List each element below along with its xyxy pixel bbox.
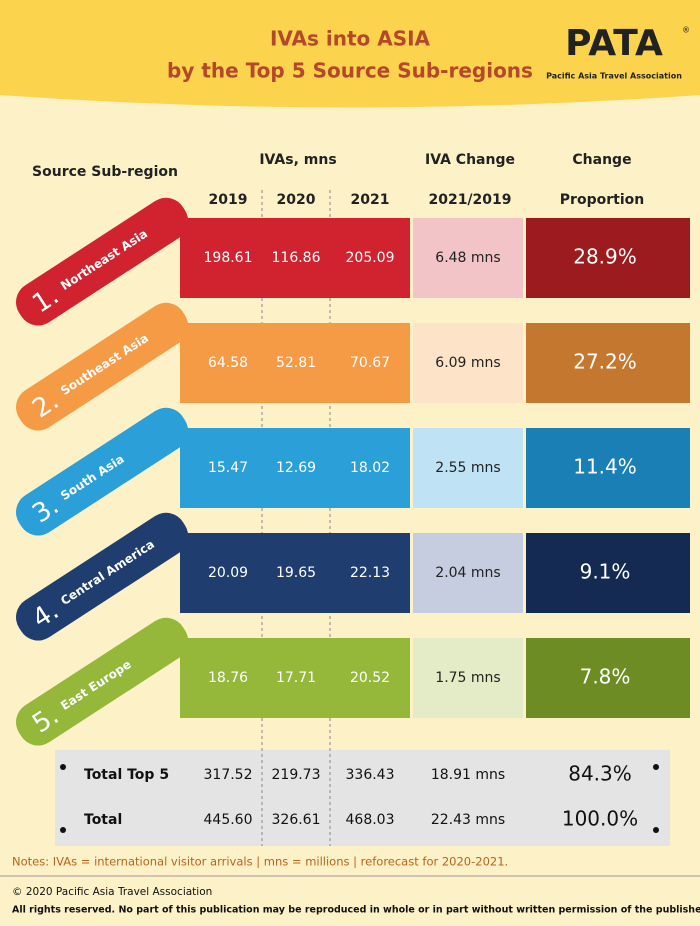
value: 18.02 bbox=[350, 460, 390, 476]
row-change bbox=[413, 638, 523, 718]
value: 64.58 bbox=[208, 355, 248, 371]
column-header: 2021/2019 bbox=[428, 192, 511, 208]
total-value: 468.03 bbox=[346, 812, 395, 828]
row-proportion bbox=[526, 323, 690, 403]
column-header: IVAs, mns bbox=[259, 152, 336, 168]
total-label: Total Top 5 bbox=[84, 767, 169, 783]
value: 18.76 bbox=[208, 670, 248, 686]
column-header: Proportion bbox=[560, 192, 644, 208]
dot bbox=[60, 764, 66, 770]
dot bbox=[60, 827, 66, 833]
title-line: IVAs into ASIA bbox=[270, 27, 431, 51]
row-change bbox=[413, 533, 523, 613]
row-proportion bbox=[526, 638, 690, 718]
value: 20.52 bbox=[350, 670, 390, 686]
change: 6.09 mns bbox=[435, 355, 500, 371]
column-header: 2020 bbox=[277, 192, 316, 208]
total-value: 317.52 bbox=[204, 767, 253, 783]
total-value: 445.60 bbox=[204, 812, 253, 828]
title-line: by the Top 5 Source Sub-regions bbox=[167, 59, 533, 83]
column-header: Source Sub-region bbox=[32, 164, 178, 180]
row-main bbox=[180, 428, 410, 508]
proportion: 27.2% bbox=[573, 350, 637, 374]
row-main bbox=[180, 533, 410, 613]
row-main bbox=[180, 638, 410, 718]
row-main bbox=[180, 323, 410, 403]
value: 116.86 bbox=[272, 250, 321, 266]
column-header: Change bbox=[572, 152, 631, 168]
value: 205.09 bbox=[346, 250, 395, 266]
logo-mark: ® bbox=[682, 26, 690, 35]
value: 15.47 bbox=[208, 460, 248, 476]
value: 19.65 bbox=[276, 565, 316, 581]
total-change: 22.43 mns bbox=[431, 812, 505, 828]
row-change bbox=[413, 218, 523, 298]
value: 17.71 bbox=[276, 670, 316, 686]
rights: All rights reserved. No part of this pub… bbox=[12, 905, 700, 916]
total-value: 336.43 bbox=[346, 767, 395, 783]
value: 20.09 bbox=[208, 565, 248, 581]
value: 198.61 bbox=[204, 250, 253, 266]
total-label: Total bbox=[84, 812, 122, 828]
total-proportion: 84.3% bbox=[568, 762, 632, 786]
proportion: 9.1% bbox=[580, 560, 631, 584]
change: 2.55 mns bbox=[435, 460, 500, 476]
header-band bbox=[0, 0, 700, 108]
logo: PATA bbox=[565, 23, 663, 64]
value: 70.67 bbox=[350, 355, 390, 371]
copyright: © 2020 Pacific Asia Travel Association bbox=[12, 886, 212, 898]
total-value: 326.61 bbox=[272, 812, 321, 828]
ribbon-shape bbox=[16, 197, 189, 326]
row-change bbox=[413, 428, 523, 508]
row-proportion bbox=[526, 533, 690, 613]
ribbon-shape bbox=[16, 407, 189, 536]
ribbon-shape bbox=[16, 302, 189, 431]
dot bbox=[653, 827, 659, 833]
row-proportion bbox=[526, 218, 690, 298]
column-header: 2019 bbox=[209, 192, 248, 208]
ribbon-shape bbox=[16, 617, 189, 746]
row-proportion bbox=[526, 428, 690, 508]
row-change bbox=[413, 323, 523, 403]
change: 6.48 mns bbox=[435, 250, 500, 266]
value: 12.69 bbox=[276, 460, 316, 476]
proportion: 7.8% bbox=[580, 665, 631, 689]
row-main bbox=[180, 218, 410, 298]
logo-subtitle: Pacific Asia Travel Association bbox=[546, 72, 682, 81]
total-proportion: 100.0% bbox=[562, 807, 638, 831]
proportion: 11.4% bbox=[573, 455, 637, 479]
value: 52.81 bbox=[276, 355, 316, 371]
total-change: 18.91 mns bbox=[431, 767, 505, 783]
notes: Notes: IVAs = international visitor arri… bbox=[12, 855, 508, 869]
totals-box bbox=[55, 750, 670, 846]
dot bbox=[653, 764, 659, 770]
proportion: 28.9% bbox=[573, 245, 637, 269]
change: 2.04 mns bbox=[435, 565, 500, 581]
value: 22.13 bbox=[350, 565, 390, 581]
change: 1.75 mns bbox=[435, 670, 500, 686]
ribbon-shape bbox=[16, 512, 189, 641]
total-value: 219.73 bbox=[272, 767, 321, 783]
column-header: 2021 bbox=[351, 192, 390, 208]
column-header: IVA Change bbox=[425, 152, 515, 168]
